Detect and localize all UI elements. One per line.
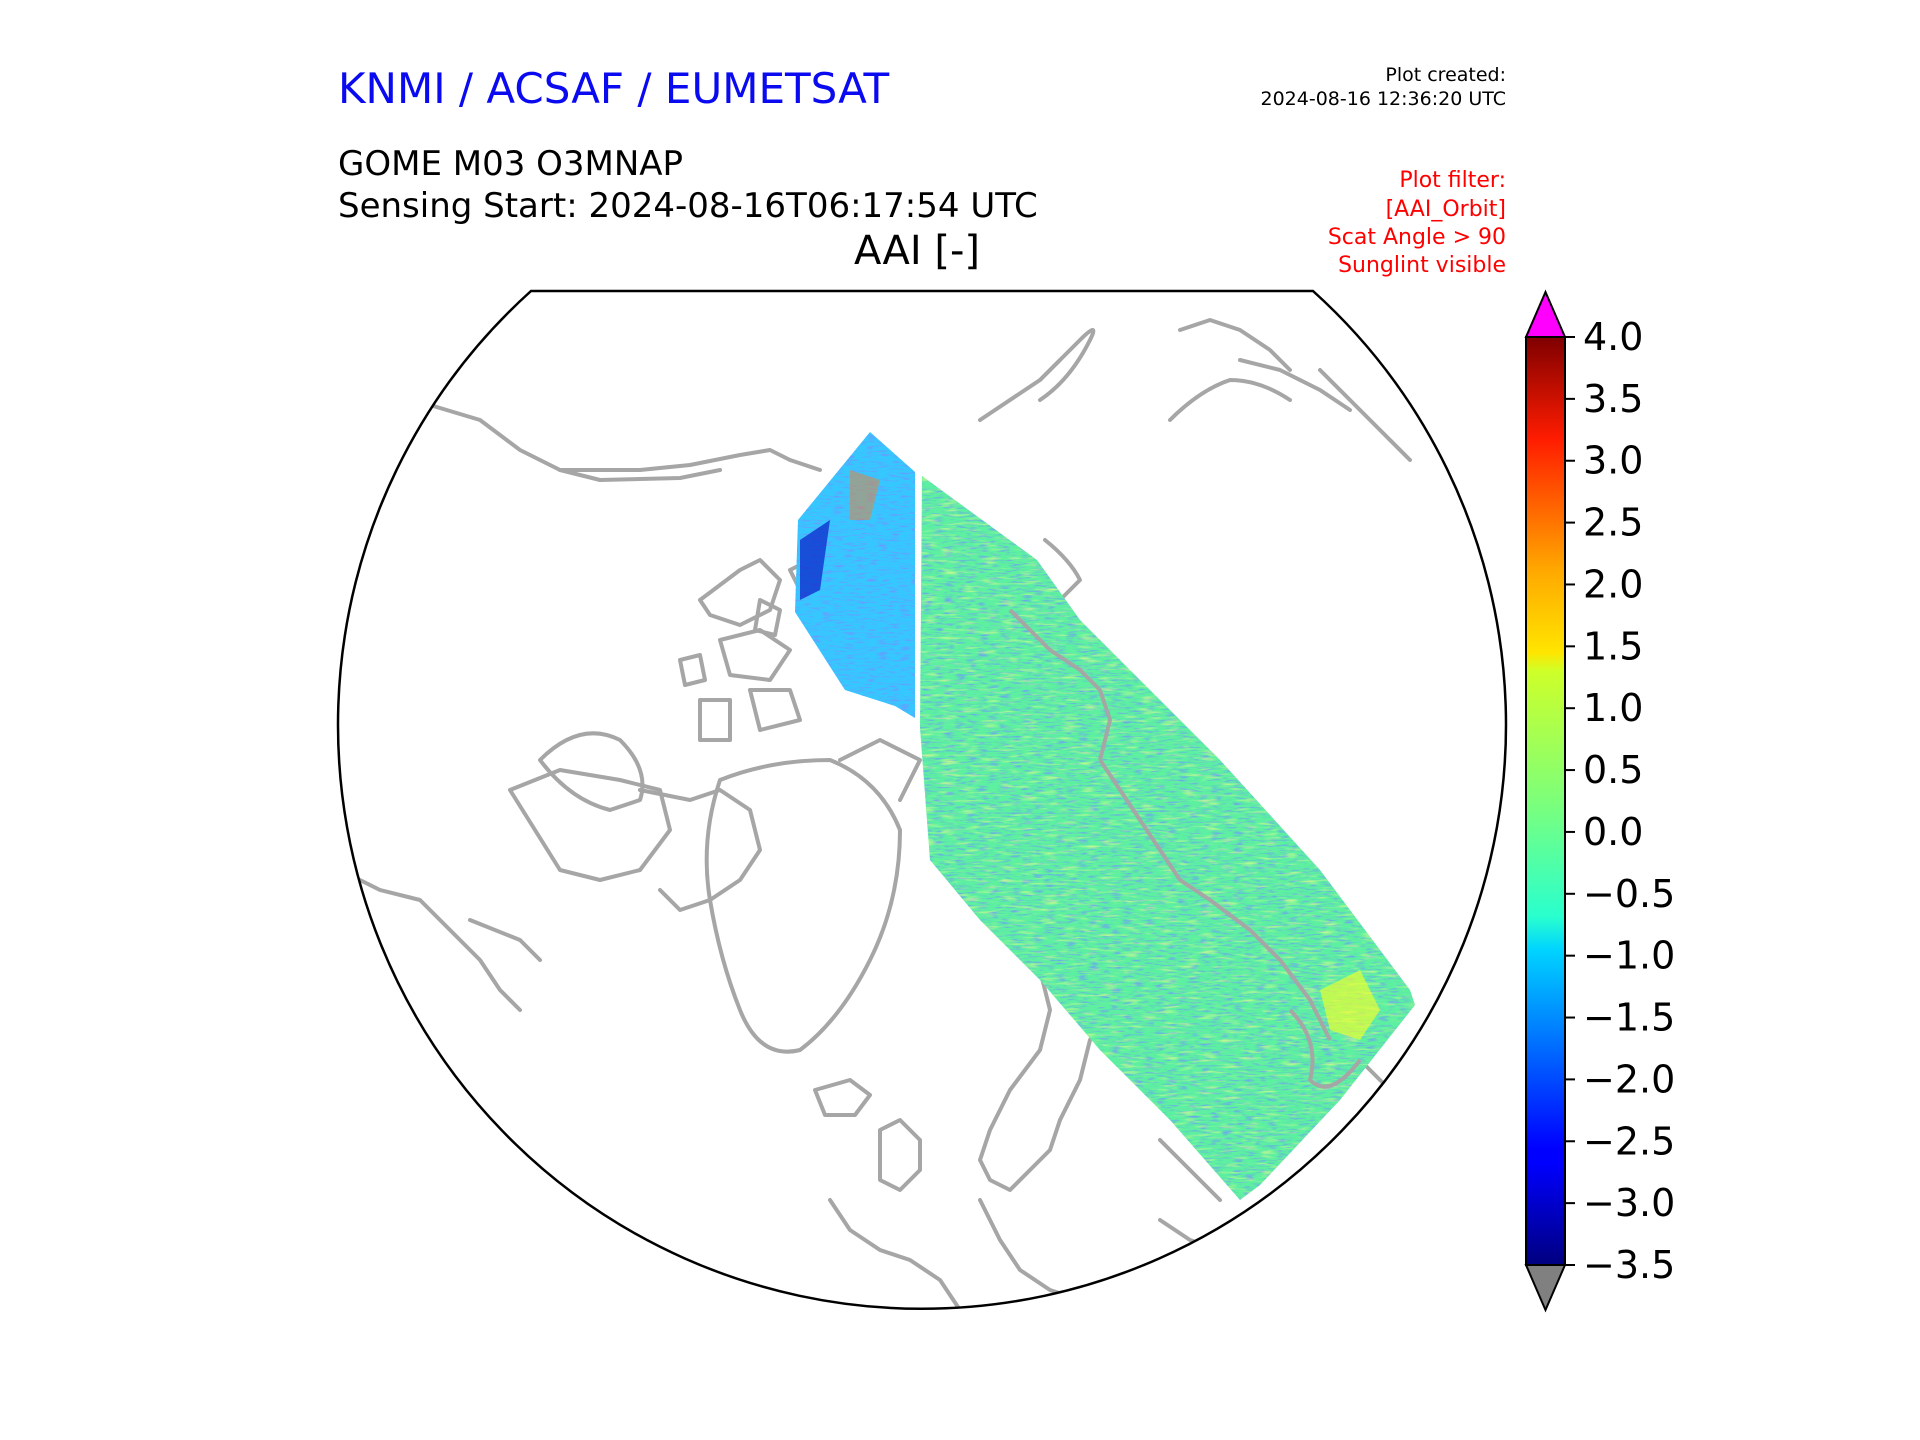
plot-filter-line: Sunglint visible [1338, 253, 1506, 278]
colorbar-tick-label: 0.5 [1583, 748, 1643, 792]
colorbar-tick-label: 1.0 [1583, 686, 1643, 730]
colorbar-over-arrow [1524, 289, 1567, 338]
plot-created-label: Plot created: [1385, 64, 1506, 86]
colorbar-tick-label: −0.5 [1583, 872, 1675, 916]
brand-title: KNMI / ACSAF / EUMETSAT [338, 64, 890, 113]
satellite-swath [795, 432, 1415, 1200]
colorbar-tick-label: 1.5 [1583, 624, 1643, 668]
colorbar-tick-label: 3.0 [1583, 439, 1643, 483]
colorbar-tick-label: 3.5 [1583, 377, 1643, 421]
product-title: GOME M03 O3MNAP [338, 144, 684, 184]
plot-filter-line: Scat Angle > 90 [1327, 225, 1506, 250]
plot-filter-line: Plot filter: [1399, 168, 1506, 193]
colorbar-tick-label: 0.0 [1583, 810, 1643, 854]
colorbar-tick-label: 2.5 [1583, 501, 1643, 545]
colorbar-tick-label: −1.5 [1583, 996, 1675, 1040]
colorbar-tick-label: −2.0 [1583, 1057, 1675, 1101]
colorbar-tick-label: −3.5 [1583, 1243, 1675, 1287]
colorbar: 4.0 3.5 3.0 2.5 2.0 1.5 1.0 0.5 0.0 −0.5 −1.0 −1.5 −… [1524, 289, 1675, 1313]
colorbar-gradient [1526, 337, 1565, 1265]
colorbar-tick-label: −3.0 [1583, 1181, 1675, 1225]
map-boundary [336, 289, 1508, 1311]
colorbar-under-arrow [1524, 1264, 1567, 1313]
colorbar-tick-label: 4.0 [1583, 315, 1643, 359]
sensing-start: Sensing Start: 2024-08-16T06:17:54 UTC [338, 186, 1038, 226]
colorbar-tick-label: −1.0 [1583, 934, 1675, 978]
variable-title: AAI [-] [854, 228, 980, 274]
colorbar-tick-label: −2.5 [1583, 1119, 1675, 1163]
plot-filter-line: [AAI_Orbit] [1385, 197, 1506, 222]
plot-created-value: 2024-08-16 12:36:20 UTC [1260, 88, 1507, 110]
colorbar-tick-label: 2.0 [1583, 562, 1643, 606]
